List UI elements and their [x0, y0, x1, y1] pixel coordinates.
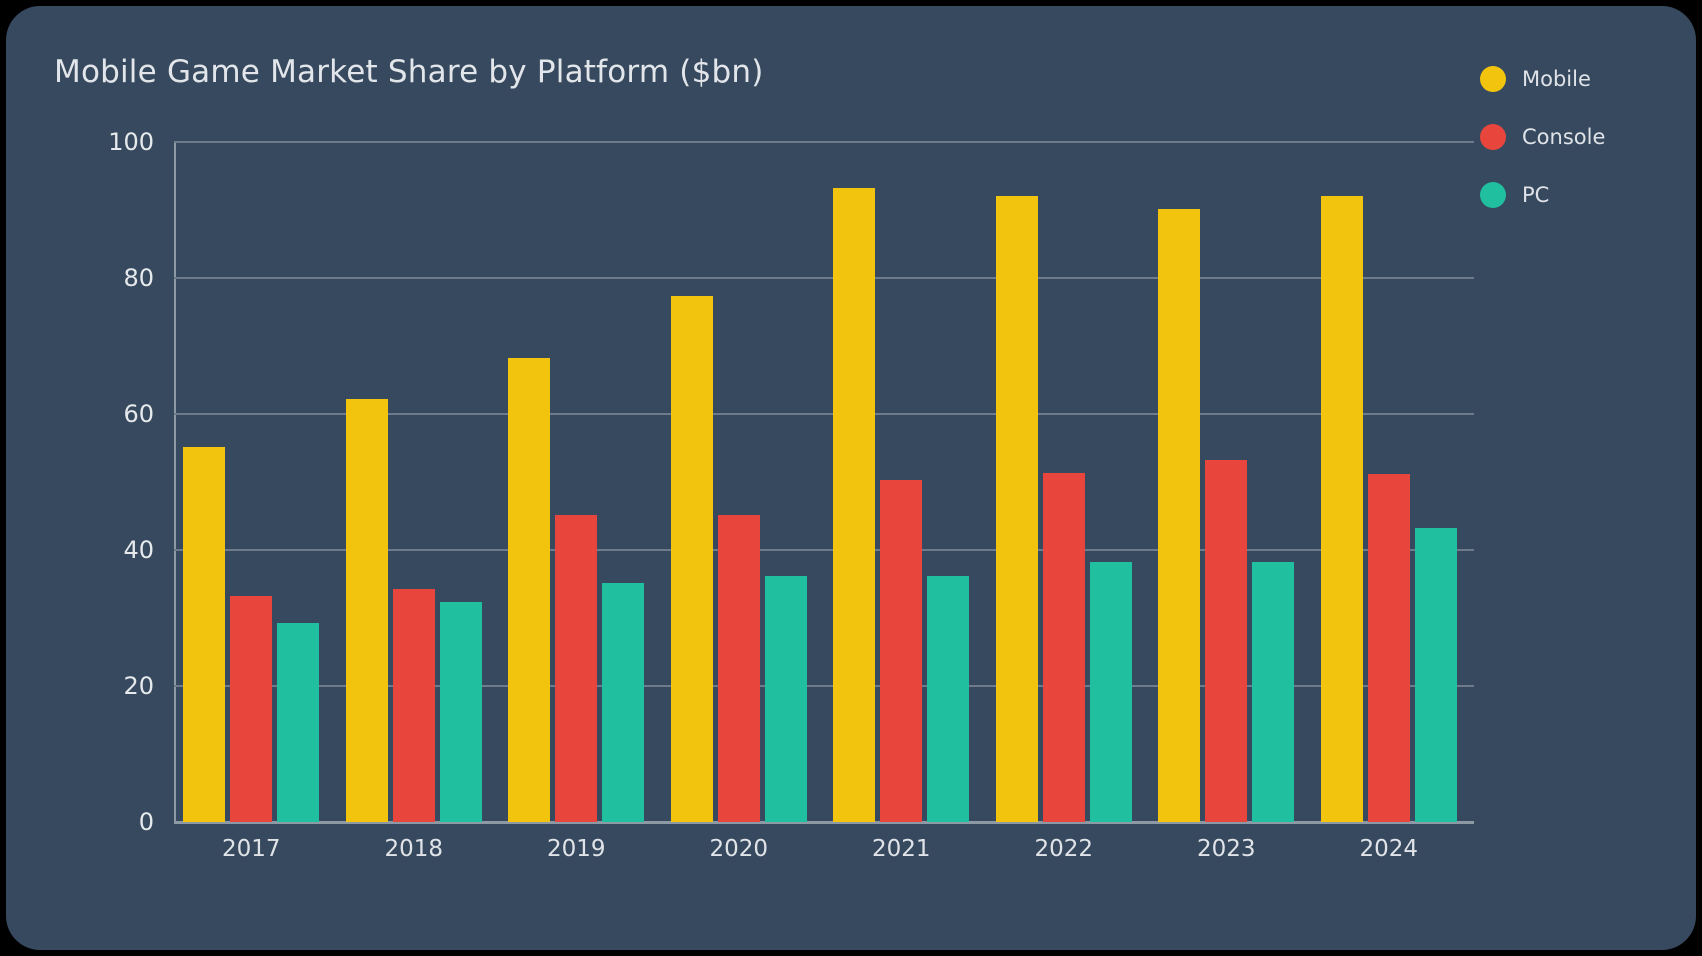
- bar[interactable]: [392, 589, 435, 822]
- bar[interactable]: [1205, 460, 1248, 822]
- x-axis-tick-label: 2020: [709, 836, 769, 862]
- bar[interactable]: [833, 188, 876, 822]
- bar[interactable]: [764, 575, 807, 822]
- y-axis-tick-label: 60: [123, 400, 154, 428]
- bar[interactable]: [439, 602, 482, 822]
- x-axis-tick-label: 2024: [1359, 836, 1419, 862]
- y-axis-line: [174, 142, 176, 822]
- legend-label: Mobile: [1522, 67, 1591, 91]
- gridline: [174, 549, 1474, 551]
- bar[interactable]: [230, 595, 273, 822]
- bar[interactable]: [1042, 473, 1085, 822]
- x-axis-tick-label: 2017: [221, 836, 281, 862]
- legend-swatch-circle-icon: [1480, 124, 1506, 150]
- bar[interactable]: [927, 575, 970, 822]
- bar[interactable]: [1158, 208, 1201, 822]
- x-axis-tick-label: 2018: [384, 836, 444, 862]
- legend-item[interactable]: Console: [1480, 108, 1670, 166]
- plot-area: 0 20 40 60 80 100 2017 2018 2019 2020 2021 2022 2023…: [108, 128, 1474, 862]
- chart-card: Mobile Game Market Share by Platform ($b…: [6, 6, 1696, 950]
- bar[interactable]: [555, 514, 598, 822]
- gridline: [174, 277, 1474, 279]
- gridline: [174, 413, 1474, 415]
- page-title: Mobile Game Market Share by Platform ($b…: [54, 54, 764, 90]
- bar[interactable]: [277, 622, 320, 822]
- y-axis-tick-label: 20: [123, 672, 154, 700]
- bar[interactable]: [717, 515, 760, 822]
- bar[interactable]: [1320, 195, 1363, 822]
- legend-item[interactable]: Mobile: [1480, 50, 1670, 108]
- bar[interactable]: [1414, 528, 1457, 822]
- bar[interactable]: [345, 399, 388, 822]
- bar[interactable]: [508, 358, 551, 822]
- gridline: [174, 685, 1474, 687]
- legend-item[interactable]: PC: [1480, 166, 1670, 224]
- bar[interactable]: [1089, 561, 1132, 822]
- gridline: [174, 141, 1474, 143]
- y-axis-tick-label: 100: [108, 128, 154, 156]
- legend-label: Console: [1522, 125, 1606, 149]
- legend-swatch-circle-icon: [1480, 66, 1506, 92]
- legend-label: PC: [1522, 183, 1550, 207]
- bar[interactable]: [183, 446, 226, 822]
- bar[interactable]: [1367, 473, 1410, 822]
- bar[interactable]: [602, 582, 645, 822]
- x-axis-tick-label: 2021: [871, 836, 931, 862]
- y-axis-tick-label: 80: [123, 264, 154, 292]
- y-axis-tick-label: 0: [138, 808, 154, 836]
- bar[interactable]: [1252, 562, 1295, 822]
- x-axis-tick-label: 2019: [546, 836, 606, 862]
- chart-legend: Mobile Console PC: [1480, 50, 1670, 224]
- x-axis-tick-label: 2022: [1034, 836, 1094, 862]
- bar[interactable]: [995, 195, 1038, 822]
- legend-swatch-circle-icon: [1480, 182, 1506, 208]
- bar[interactable]: [880, 479, 923, 822]
- x-axis-line: [174, 821, 1474, 824]
- x-axis-tick-label: 2023: [1196, 836, 1256, 862]
- y-axis-tick-label: 40: [123, 536, 154, 564]
- bar[interactable]: [670, 296, 713, 822]
